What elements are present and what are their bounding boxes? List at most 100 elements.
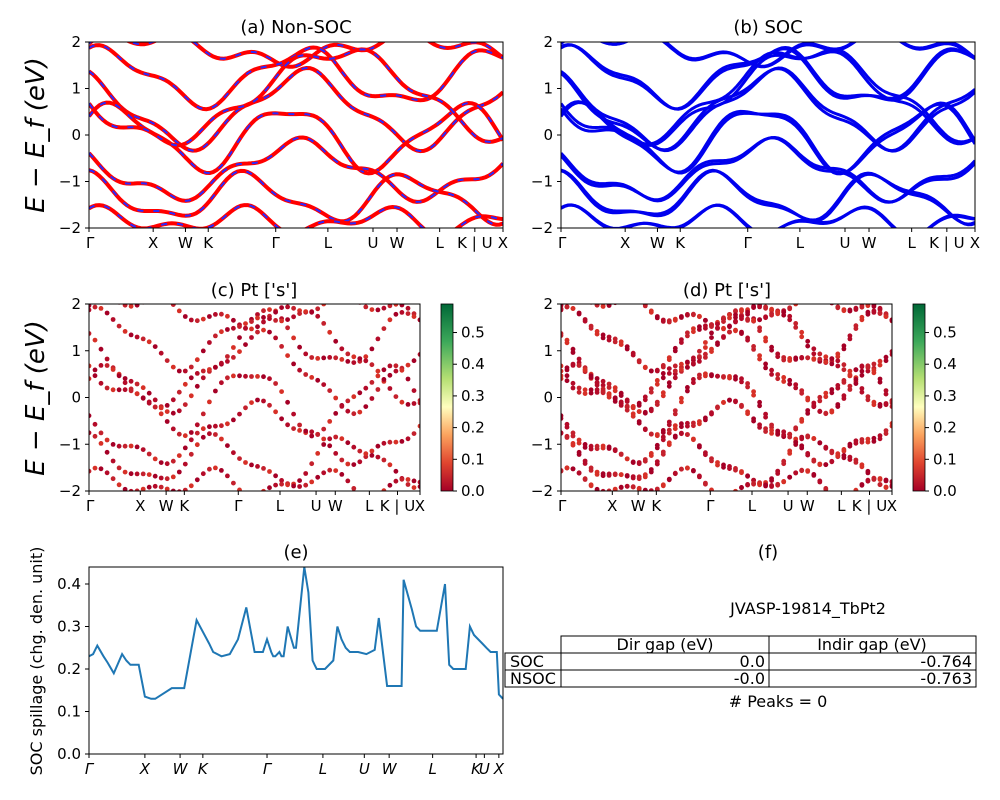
projection-point: [363, 385, 369, 391]
projection-point: [739, 485, 744, 490]
projection-point: [859, 437, 865, 442]
projection-point: [411, 358, 417, 364]
projection-point: [606, 473, 612, 478]
projection-point: [715, 321, 720, 327]
projection-point: [817, 479, 823, 485]
projection-point: [564, 340, 570, 346]
projection-point: [588, 483, 594, 489]
projection-point: [811, 436, 817, 441]
projection-point: [672, 411, 678, 417]
xtick-label: L: [324, 234, 333, 252]
projection-point: [273, 335, 278, 341]
projection-point: [213, 312, 218, 317]
projection-point: [877, 379, 883, 385]
projection-point: [709, 458, 714, 464]
projection-point: [375, 387, 381, 392]
projection-point: [745, 384, 750, 390]
projection-point: [273, 473, 278, 479]
projection-point: [642, 487, 648, 491]
projection-point: [883, 402, 889, 408]
projection-point: [387, 462, 393, 468]
projection-point: [612, 388, 618, 394]
projection-point: [648, 467, 654, 472]
ytick-label: 1: [71, 80, 81, 98]
xtick-label: U: [783, 497, 794, 515]
projection-point: [600, 445, 606, 451]
projection-point: [877, 358, 883, 364]
projection-point: [775, 372, 781, 377]
projection-point: [267, 307, 272, 312]
projection-point: [865, 436, 871, 442]
projection-point: [619, 297, 624, 302]
projection-point: [637, 297, 642, 302]
panel-e-title: (e): [283, 542, 308, 563]
projection-point: [140, 471, 146, 477]
projection-point: [793, 425, 799, 431]
projection-point: [775, 468, 781, 474]
projection-point: [871, 304, 877, 309]
projection-point: [315, 377, 321, 383]
projection-point: [393, 368, 399, 374]
projection-point: [249, 335, 254, 340]
projection-point: [231, 317, 236, 323]
xtick-label: W: [173, 760, 189, 778]
projection-point: [128, 388, 134, 394]
projection-point: [273, 309, 278, 315]
projection-point: [116, 323, 122, 329]
projection-point: [847, 368, 853, 374]
projection-point: [303, 482, 309, 488]
projection-point: [679, 399, 684, 405]
projection-point: [630, 474, 636, 479]
projection-point: [405, 402, 411, 407]
projection-point: [170, 364, 176, 370]
projection-point: [823, 295, 828, 300]
projection-point: [624, 473, 630, 478]
xtick-label: K: [651, 497, 662, 515]
projection-point: [624, 407, 630, 413]
projection-point: [128, 471, 134, 477]
projection-point: [170, 397, 176, 403]
projection-point: [152, 473, 158, 479]
projection-point: [405, 482, 411, 487]
projection-point: [570, 385, 576, 391]
projection-point: [829, 458, 835, 464]
colorbar-label: 0.1: [933, 450, 957, 468]
projection-point: [781, 458, 787, 464]
projection-point: [92, 421, 98, 427]
xtick-label: W: [800, 497, 815, 515]
projection-point: [164, 461, 170, 467]
projection-point: [576, 389, 582, 395]
projection-point: [612, 472, 618, 478]
projection-point: [176, 453, 182, 458]
projection-point: [128, 332, 134, 338]
projection-point: [363, 304, 369, 310]
projection-point: [654, 381, 660, 387]
projection-point: [823, 410, 829, 416]
projection-point: [321, 436, 327, 442]
ytick-label: −1: [59, 435, 81, 453]
projection-point: [116, 465, 122, 471]
projection-point: [357, 448, 363, 454]
projection-point: [411, 478, 417, 484]
projection-point: [576, 356, 582, 362]
projection-point: [817, 394, 823, 400]
projection-point: [279, 416, 284, 422]
projection-point: [351, 295, 356, 300]
projection-point: [733, 399, 738, 405]
projection-point: [636, 474, 642, 480]
projection-point: [405, 376, 411, 382]
projection-point: [847, 383, 853, 389]
projection-point: [267, 316, 272, 322]
projection-point: [200, 368, 206, 374]
projection-point: [399, 476, 405, 482]
band-line: [89, 48, 503, 147]
table-row-nsoc-label: NSOC: [510, 669, 556, 688]
projection-point: [267, 376, 272, 382]
projection-point: [769, 367, 774, 373]
ytick-label: 2: [543, 33, 553, 51]
xtick-label: L: [748, 497, 757, 515]
projection-point: [775, 354, 781, 360]
xtick-label: L: [796, 234, 805, 252]
projection-point: [146, 472, 152, 477]
colorbar-label: 0.2: [933, 419, 957, 437]
